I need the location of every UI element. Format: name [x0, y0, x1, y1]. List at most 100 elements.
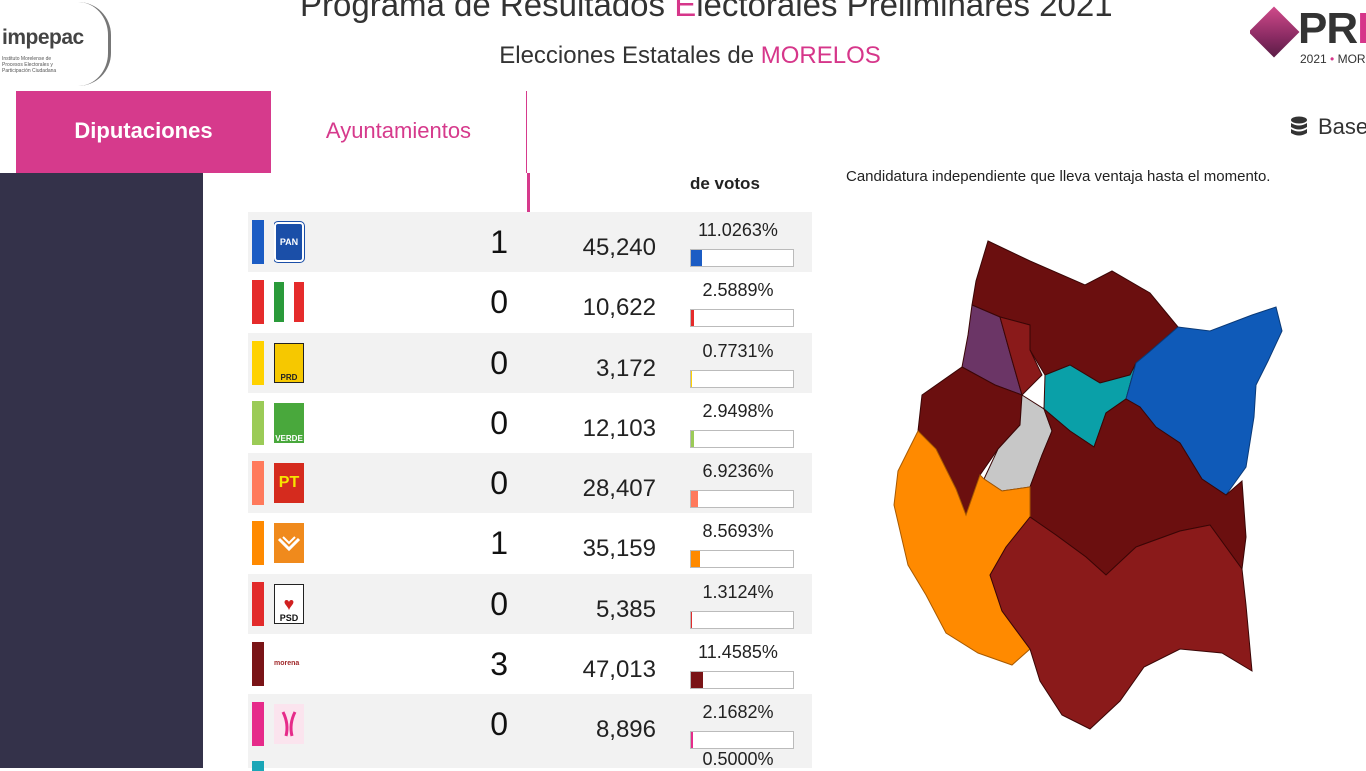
- pt-logo-text: PT: [274, 463, 304, 504]
- prep-wordmark: PRE: [1298, 4, 1366, 53]
- percent-value: 0.7731%: [702, 340, 774, 361]
- percent-bar: [690, 610, 794, 629]
- seats-value: 0: [490, 284, 508, 321]
- table-row: morena 3 47,013 11.4585%: [248, 634, 812, 695]
- database-icon: [1291, 116, 1307, 136]
- psd-logo-icon: ♥ PSD: [274, 582, 306, 626]
- map-district[interactable]: [989, 516, 1253, 730]
- logo-subtitle: Instituto Morelense de Procesos Electora…: [2, 56, 57, 74]
- table-row: PT 0 28,407 6.9236%: [248, 453, 812, 514]
- seats-value: 0: [490, 706, 508, 743]
- tab-ayuntamientos[interactable]: Ayuntamientos: [271, 91, 527, 173]
- pan-logo-text: PAN: [274, 221, 305, 263]
- percent-bar-fill: [691, 430, 694, 447]
- psd-logo-text: PSD: [279, 612, 299, 623]
- table-row: ♥ PSD 0 5,385 1.3124%: [248, 573, 812, 635]
- seats-value: 0: [490, 404, 508, 441]
- verde-logo-text: VERDE: [274, 402, 304, 443]
- mc-logo-icon: [274, 521, 306, 565]
- votes-value: 3,172: [595, 354, 656, 382]
- votes-value: 12,103: [582, 414, 656, 442]
- percent-value: 0.5000%: [702, 749, 774, 769]
- seats-value: 0: [490, 465, 508, 502]
- percent-value: 8.5693%: [702, 521, 774, 542]
- seats-value: 1: [490, 224, 508, 260]
- seats-value: 0: [490, 585, 508, 622]
- tab-diputaciones[interactable]: Diputaciones: [16, 91, 271, 173]
- percent-value: 11.0263%: [698, 220, 778, 240]
- party-color-strip: [252, 220, 264, 264]
- impepac-logo: impepac Instituto Morelense de Procesos …: [0, 0, 120, 88]
- percent-value: 2.5889%: [702, 280, 774, 301]
- party-color-strip: [252, 340, 264, 385]
- votes-value: 5,385: [595, 595, 656, 623]
- percent-bar-fill: [691, 370, 693, 387]
- logo-swoosh-icon: [78, 2, 111, 86]
- votes-value: 45,240: [582, 234, 656, 261]
- percent-bar-fill: [691, 250, 703, 266]
- prep-diamond-icon: [1250, 6, 1300, 58]
- seats-value: 1: [490, 525, 508, 562]
- percent-bar-fill: [691, 732, 694, 749]
- percent-bar-fill: [691, 551, 700, 568]
- logo-name: impepac: [2, 26, 84, 49]
- party-color-strip: [252, 461, 264, 506]
- party-color-strip: [252, 581, 264, 626]
- percent-bar: [690, 429, 794, 448]
- table-row: 0 10,622 2.5889%: [248, 272, 812, 333]
- percent-bar: [690, 731, 794, 750]
- map-note: Candidatura independiente que lleva vent…: [846, 168, 1271, 185]
- percent-bar: [690, 490, 794, 509]
- percent-value: 2.1682%: [702, 702, 774, 723]
- table-row: VERDE 0 12,103 2.9498%: [248, 392, 812, 454]
- results-table: PAN 1 45,240 11.0263% 0 10,622 2.5889% P…: [248, 212, 812, 755]
- party-color-strip: [252, 702, 264, 747]
- percent-value: 6.9236%: [702, 461, 774, 482]
- prep-year: 2021 • MOR: [1300, 52, 1366, 66]
- table-row: PAN 1 45,240 11.0263%: [248, 212, 812, 273]
- percent-value: 2.9498%: [702, 400, 774, 421]
- page-title: Programa de Resultados Electorales Preli…: [300, 0, 1113, 23]
- party-color-strip: [252, 761, 264, 771]
- table-row: 0 8,896 2.1682%: [248, 694, 812, 755]
- party-color-strip: [252, 400, 264, 445]
- percent-bar-fill: [691, 491, 699, 508]
- seats-value: 0: [490, 344, 508, 381]
- votes-value: 8,896: [595, 716, 656, 744]
- percent-bar-fill: [691, 611, 693, 628]
- party-color-strip: [252, 642, 264, 687]
- percent-bar: [690, 309, 794, 328]
- verde-logo-icon: VERDE: [274, 401, 306, 445]
- table-row-partial: 0.5000%: [248, 749, 812, 771]
- pes-logo-icon: [274, 702, 306, 746]
- prd-logo-text: PRD: [274, 342, 304, 383]
- percent-bar-fill: [691, 672, 703, 689]
- votes-value: 47,013: [582, 656, 656, 684]
- pan-logo-icon: PAN: [274, 220, 306, 264]
- party-color-strip: [252, 280, 264, 325]
- morena-logo-icon: morena: [274, 642, 306, 686]
- votes-value: 10,622: [582, 294, 656, 322]
- page-subtitle: Elecciones Estatales de MORELOS: [499, 42, 881, 69]
- percent-bar: [690, 249, 794, 267]
- sidebar: [0, 173, 203, 768]
- morena-logo-text: morena: [274, 660, 300, 668]
- map-district[interactable]: [999, 316, 1043, 396]
- votes-column-header: de votos: [690, 174, 760, 193]
- percent-value: 1.3124%: [702, 581, 774, 602]
- votes-value: 35,159: [582, 535, 656, 563]
- percent-value: 11.4585%: [698, 642, 778, 663]
- votes-value: 28,407: [582, 475, 656, 503]
- pt-logo-icon: PT: [274, 461, 306, 505]
- table-row: 1 35,159 8.5693%: [248, 513, 812, 574]
- prd-logo-icon: PRD: [274, 341, 306, 385]
- percent-bar: [690, 369, 794, 388]
- percent-bar: [690, 550, 794, 569]
- pri-logo-icon: [274, 280, 306, 324]
- party-color-strip: [252, 521, 264, 566]
- base-link-label: Base: [1318, 114, 1366, 139]
- table-row: PRD 0 3,172 0.7731%: [248, 332, 812, 393]
- percent-bar-fill: [691, 310, 694, 327]
- seats-value: 3: [490, 646, 508, 683]
- morelos-district-map: [893, 240, 1283, 730]
